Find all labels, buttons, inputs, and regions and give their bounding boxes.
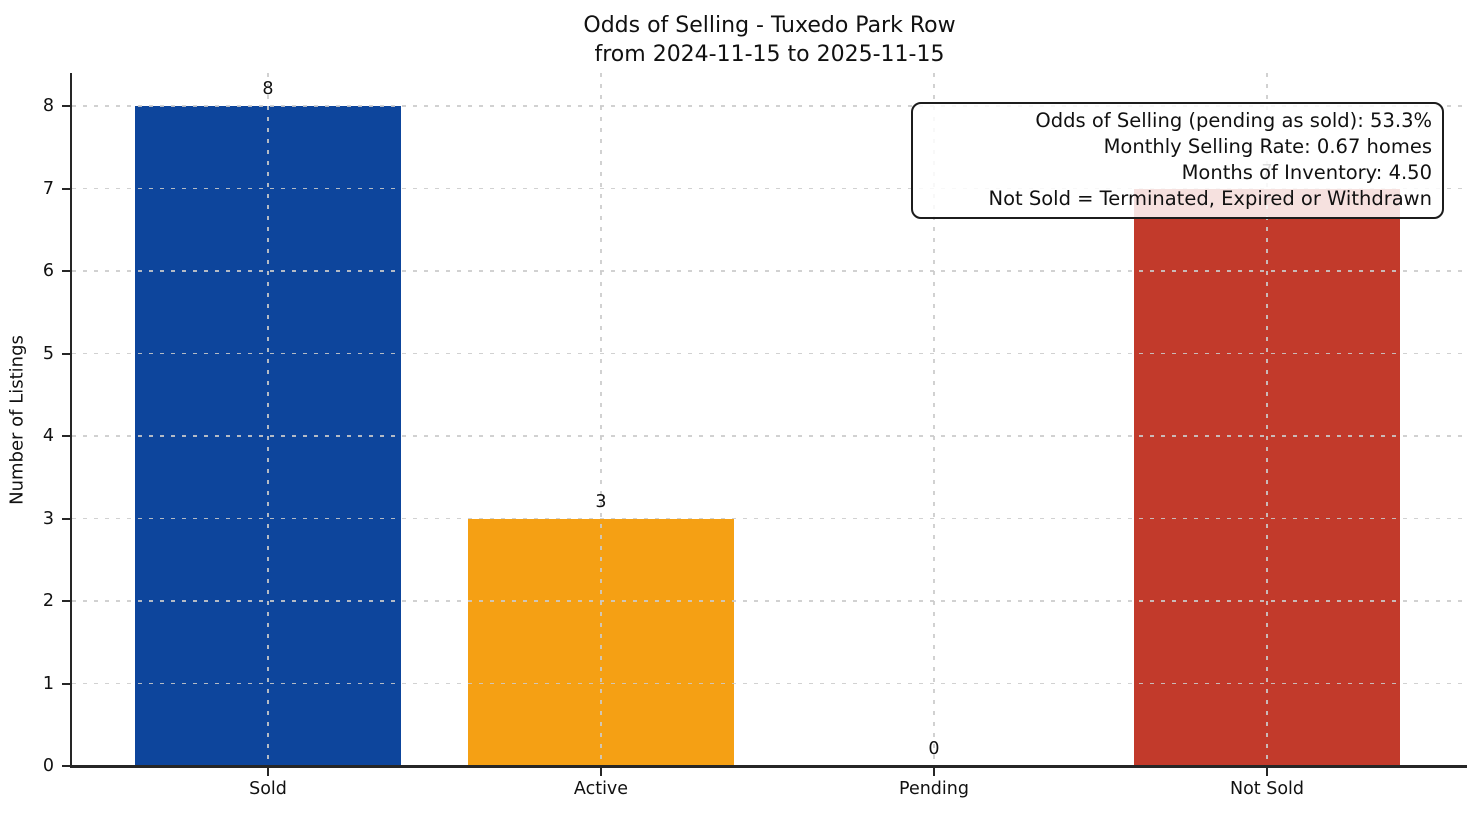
y-tick-mark	[62, 187, 70, 190]
gridline-vertical	[600, 73, 602, 766]
y-tick-mark	[62, 682, 70, 685]
x-tick-mark	[1266, 768, 1268, 776]
x-tick-label-not-sold: Not Sold	[1229, 779, 1304, 799]
y-axis-spine	[70, 73, 73, 767]
chart-title-line2: from 2024-11-15 to 2025-11-15	[594, 42, 945, 67]
y-tick-label: 1	[42, 673, 54, 694]
gridline-horizontal	[72, 105, 1467, 107]
x-tick-label-active: Active	[573, 779, 629, 799]
x-tick-label-sold: Sold	[249, 779, 287, 799]
chart-title-line1: Odds of Selling - Tuxedo Park Row	[583, 13, 956, 38]
x-tick-mark	[267, 768, 269, 776]
annotation-months-of-inventory: Months of Inventory: 4.50	[1181, 161, 1432, 184]
chart-title: Odds of Selling - Tuxedo Park Row from 2…	[72, 11, 1467, 69]
gridline-horizontal	[72, 682, 1467, 685]
annotation-odds-of-selling: Odds of Selling (pending as sold): 53.3%	[1035, 109, 1432, 132]
y-tick-label: 7	[42, 178, 54, 199]
gridline-vertical	[933, 73, 935, 766]
y-tick-mark	[62, 105, 70, 107]
x-tick-label-pending: Pending	[899, 779, 969, 799]
x-tick-mark	[933, 768, 935, 776]
gridline-horizontal	[72, 517, 1467, 520]
annotation-monthly-selling-rate: Monthly Selling Rate: 0.67 homes	[1103, 135, 1432, 158]
y-tick-label: 6	[42, 261, 54, 281]
x-axis-spine	[70, 765, 1467, 768]
x-tick-mark	[600, 768, 602, 776]
gridline-vertical	[1266, 73, 1268, 766]
y-tick-mark	[62, 765, 70, 767]
gridline-horizontal	[72, 187, 1467, 190]
y-tick-mark	[62, 435, 70, 437]
gridline-horizontal	[72, 600, 1467, 602]
gridline-vertical	[267, 73, 269, 766]
gridline-horizontal	[72, 270, 1467, 272]
y-tick-label: 8	[42, 96, 54, 116]
y-tick-mark	[62, 600, 70, 602]
y-tick-label: 4	[42, 426, 54, 446]
bar-value-label-sold: 8	[262, 79, 274, 99]
bar-value-label-pending: 0	[928, 739, 940, 759]
y-tick-mark	[62, 517, 70, 520]
y-tick-label: 2	[42, 591, 54, 611]
y-tick-mark	[62, 270, 70, 272]
gridline-horizontal	[72, 435, 1467, 437]
y-tick-label: 0	[42, 756, 54, 776]
annotation-not-sold-definition: Not Sold = Terminated, Expired or Withdr…	[988, 187, 1432, 210]
y-tick-label: 3	[42, 508, 54, 529]
y-tick-label: 5	[42, 343, 54, 364]
y-tick-mark	[62, 352, 70, 355]
gridline-horizontal	[72, 352, 1467, 355]
annotation-box: Odds of Selling (pending as sold): 53.3%…	[911, 102, 1444, 219]
bar-value-label-active: 3	[595, 491, 607, 512]
